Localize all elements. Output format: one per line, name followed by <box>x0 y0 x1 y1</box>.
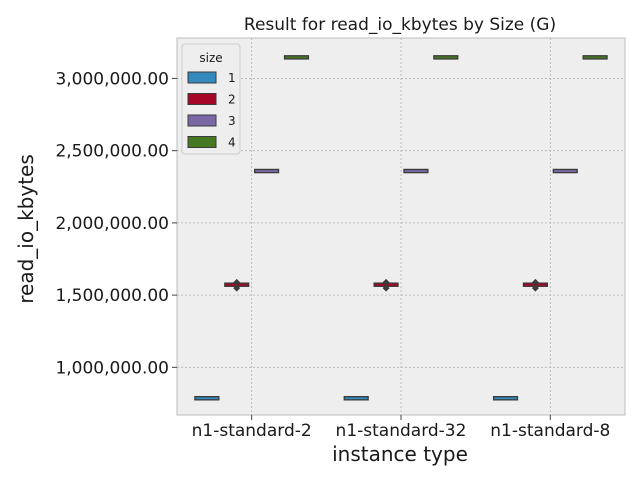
outlier-point <box>233 278 241 286</box>
y-tick-label: 2,500,000.00 <box>55 142 169 162</box>
x-tick-label: n1-standard-2 <box>192 421 312 441</box>
legend-entry-label: 3 <box>228 114 236 128</box>
legend-swatch <box>187 136 217 148</box>
x-tick-label: n1-standard-8 <box>490 421 610 441</box>
y-tick-label: 3,000,000.00 <box>55 69 169 89</box>
y-tick-label: 1,500,000.00 <box>55 286 169 306</box>
x-axis-label: instance type <box>332 442 468 466</box>
box-series-1 <box>194 395 220 401</box>
outlier-point <box>382 278 390 286</box>
y-tick-label: 2,000,000.00 <box>55 214 169 234</box>
box-series-3 <box>552 168 578 174</box>
box-series-1 <box>492 395 519 401</box>
chart-title: Result for read_io_kbytes by Size (G) <box>244 15 556 35</box>
y-tick-label: 1,000,000.00 <box>55 358 169 378</box>
y-axis-label: read_io_kbytes <box>14 154 38 304</box>
outlier-point <box>233 284 241 292</box>
plot-area: 1,000,000.00 1,500,000.00 2,000,000.00 2,50… <box>55 37 626 441</box>
outlier-point <box>531 278 539 286</box>
legend-swatch <box>187 114 217 127</box>
box-series-4 <box>283 55 310 60</box>
box-series-1 <box>343 395 369 401</box>
legend-swatch <box>187 93 217 105</box>
legend-entry-label: 4 <box>228 136 236 150</box>
legend-title: size <box>199 51 222 65</box>
box-series-4 <box>582 55 608 60</box>
legend: size 1 2 3 4 <box>181 43 241 155</box>
legend-entry-label: 1 <box>228 71 236 85</box>
outlier-point <box>382 284 390 292</box>
box-series-4 <box>433 55 459 60</box>
legend-entry-label: 2 <box>228 93 236 107</box>
outlier-point <box>531 284 539 292</box>
box-series-3 <box>254 168 280 174</box>
x-tick-label: n1-standard-32 <box>336 421 467 441</box>
legend-swatch <box>187 71 217 84</box>
box-series-3 <box>403 168 429 174</box>
